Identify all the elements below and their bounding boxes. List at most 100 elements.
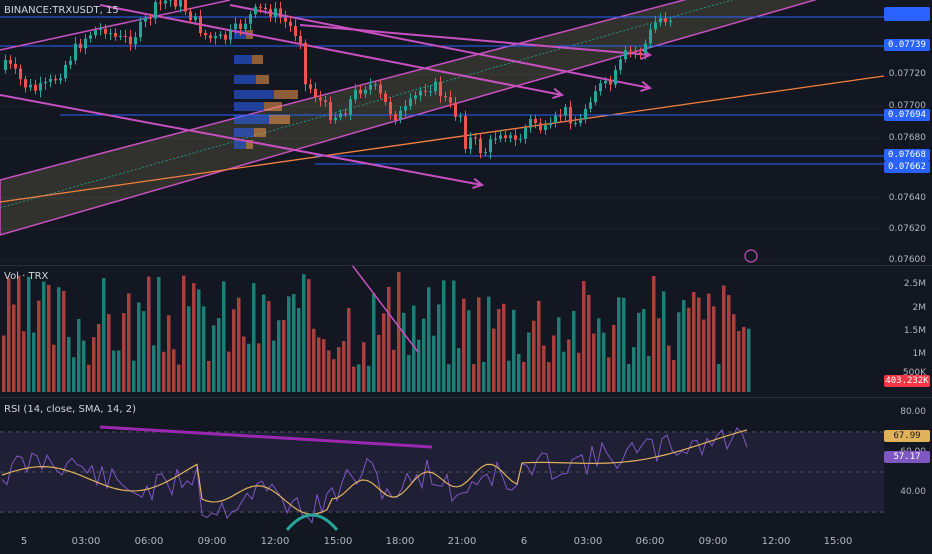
event-icon (744, 249, 758, 263)
volume-bar (647, 355, 651, 392)
volume-bar (522, 361, 526, 392)
volume-bar (307, 279, 311, 392)
candle (409, 98, 412, 106)
candle (209, 35, 212, 39)
volume-profile-bar (246, 140, 253, 149)
volume-bar (312, 328, 316, 392)
volume-bar (177, 364, 181, 392)
candle (204, 33, 207, 36)
volume-bar (12, 304, 16, 392)
candle (344, 113, 347, 115)
volume-bar (252, 283, 256, 392)
volume-bar (42, 281, 46, 392)
candle (254, 6, 257, 15)
candle (359, 89, 362, 94)
volume-bar (132, 360, 136, 392)
volume-bar (702, 319, 706, 392)
candle (84, 38, 87, 49)
volume-bar (552, 335, 556, 392)
candle (179, 0, 182, 7)
volume-bar (667, 345, 671, 392)
volume-bar (672, 360, 676, 392)
rsi-line (1, 427, 748, 524)
volume-bar (77, 318, 81, 392)
candle (29, 84, 32, 88)
volume-bar (657, 318, 661, 392)
candle (124, 35, 127, 37)
pane-separator[interactable] (0, 265, 932, 266)
volume-bar (362, 342, 366, 392)
pane-separator[interactable] (0, 397, 932, 398)
candle (389, 102, 392, 115)
candle (159, 2, 162, 4)
candle (564, 107, 567, 116)
volume-bar (17, 275, 21, 392)
volume-bar (297, 308, 301, 392)
time-label: 12:00 (260, 536, 290, 547)
candle (214, 36, 217, 39)
volume-bar (142, 311, 146, 392)
candle (14, 63, 17, 69)
candle (274, 8, 277, 17)
volume-bar (322, 339, 326, 392)
candle (294, 26, 297, 36)
volume-bar (347, 308, 351, 392)
candle (74, 43, 77, 61)
candle (94, 29, 97, 36)
volume-bar (712, 306, 716, 392)
price-tick: 0.07720 (888, 69, 926, 79)
rsi-ma-tag: 67.99 (884, 430, 930, 442)
candle (394, 114, 397, 121)
rsi-ma-line (1, 429, 748, 515)
volume-bar (557, 317, 561, 392)
volume-bar (742, 326, 746, 392)
price-tick: 0.07640 (888, 193, 926, 203)
candle (424, 90, 427, 92)
volume-bar (547, 362, 551, 392)
candle (624, 50, 627, 60)
volume-bar (582, 280, 586, 392)
candle (519, 138, 522, 140)
volume-bar (467, 310, 471, 392)
candle (224, 34, 227, 40)
candle (539, 122, 542, 131)
time-label: 5 (20, 536, 28, 547)
candle (419, 90, 422, 96)
candle (474, 137, 477, 139)
volume-bar (192, 283, 196, 392)
volume-bar (47, 284, 51, 392)
candle (169, 0, 172, 1)
volume-bar (207, 360, 211, 392)
channel-band (0, 0, 818, 236)
candle (259, 6, 262, 8)
volume-bar (407, 354, 411, 392)
volume-bar (692, 291, 696, 392)
volume-bar (102, 277, 106, 392)
volume-bar (422, 318, 426, 392)
volume-bar (202, 306, 206, 392)
volume-bar (197, 289, 201, 392)
volume-profile-bar (234, 75, 256, 84)
volume-profile-bar (256, 75, 269, 84)
volume-bar (127, 293, 131, 392)
volume-bar (317, 337, 321, 392)
volume-bar (597, 318, 601, 392)
volume-bar (717, 363, 721, 392)
symbol-title: BINANCE:TRXUSDT, 15 (4, 5, 119, 16)
volume-label: Vol · TRX (4, 271, 49, 282)
volume-bar (527, 332, 531, 392)
time-label: 15:00 (323, 536, 353, 547)
volume-bar (302, 274, 306, 392)
candle (319, 97, 322, 101)
volume-bar (7, 278, 11, 392)
candle (189, 11, 192, 21)
candle (164, 0, 167, 4)
candle (384, 93, 387, 103)
trend-arrow (229, 4, 651, 89)
candle (604, 80, 607, 84)
volume-bar (432, 335, 436, 392)
volume-bar (567, 339, 571, 392)
candle (279, 8, 282, 18)
candle (54, 78, 57, 81)
